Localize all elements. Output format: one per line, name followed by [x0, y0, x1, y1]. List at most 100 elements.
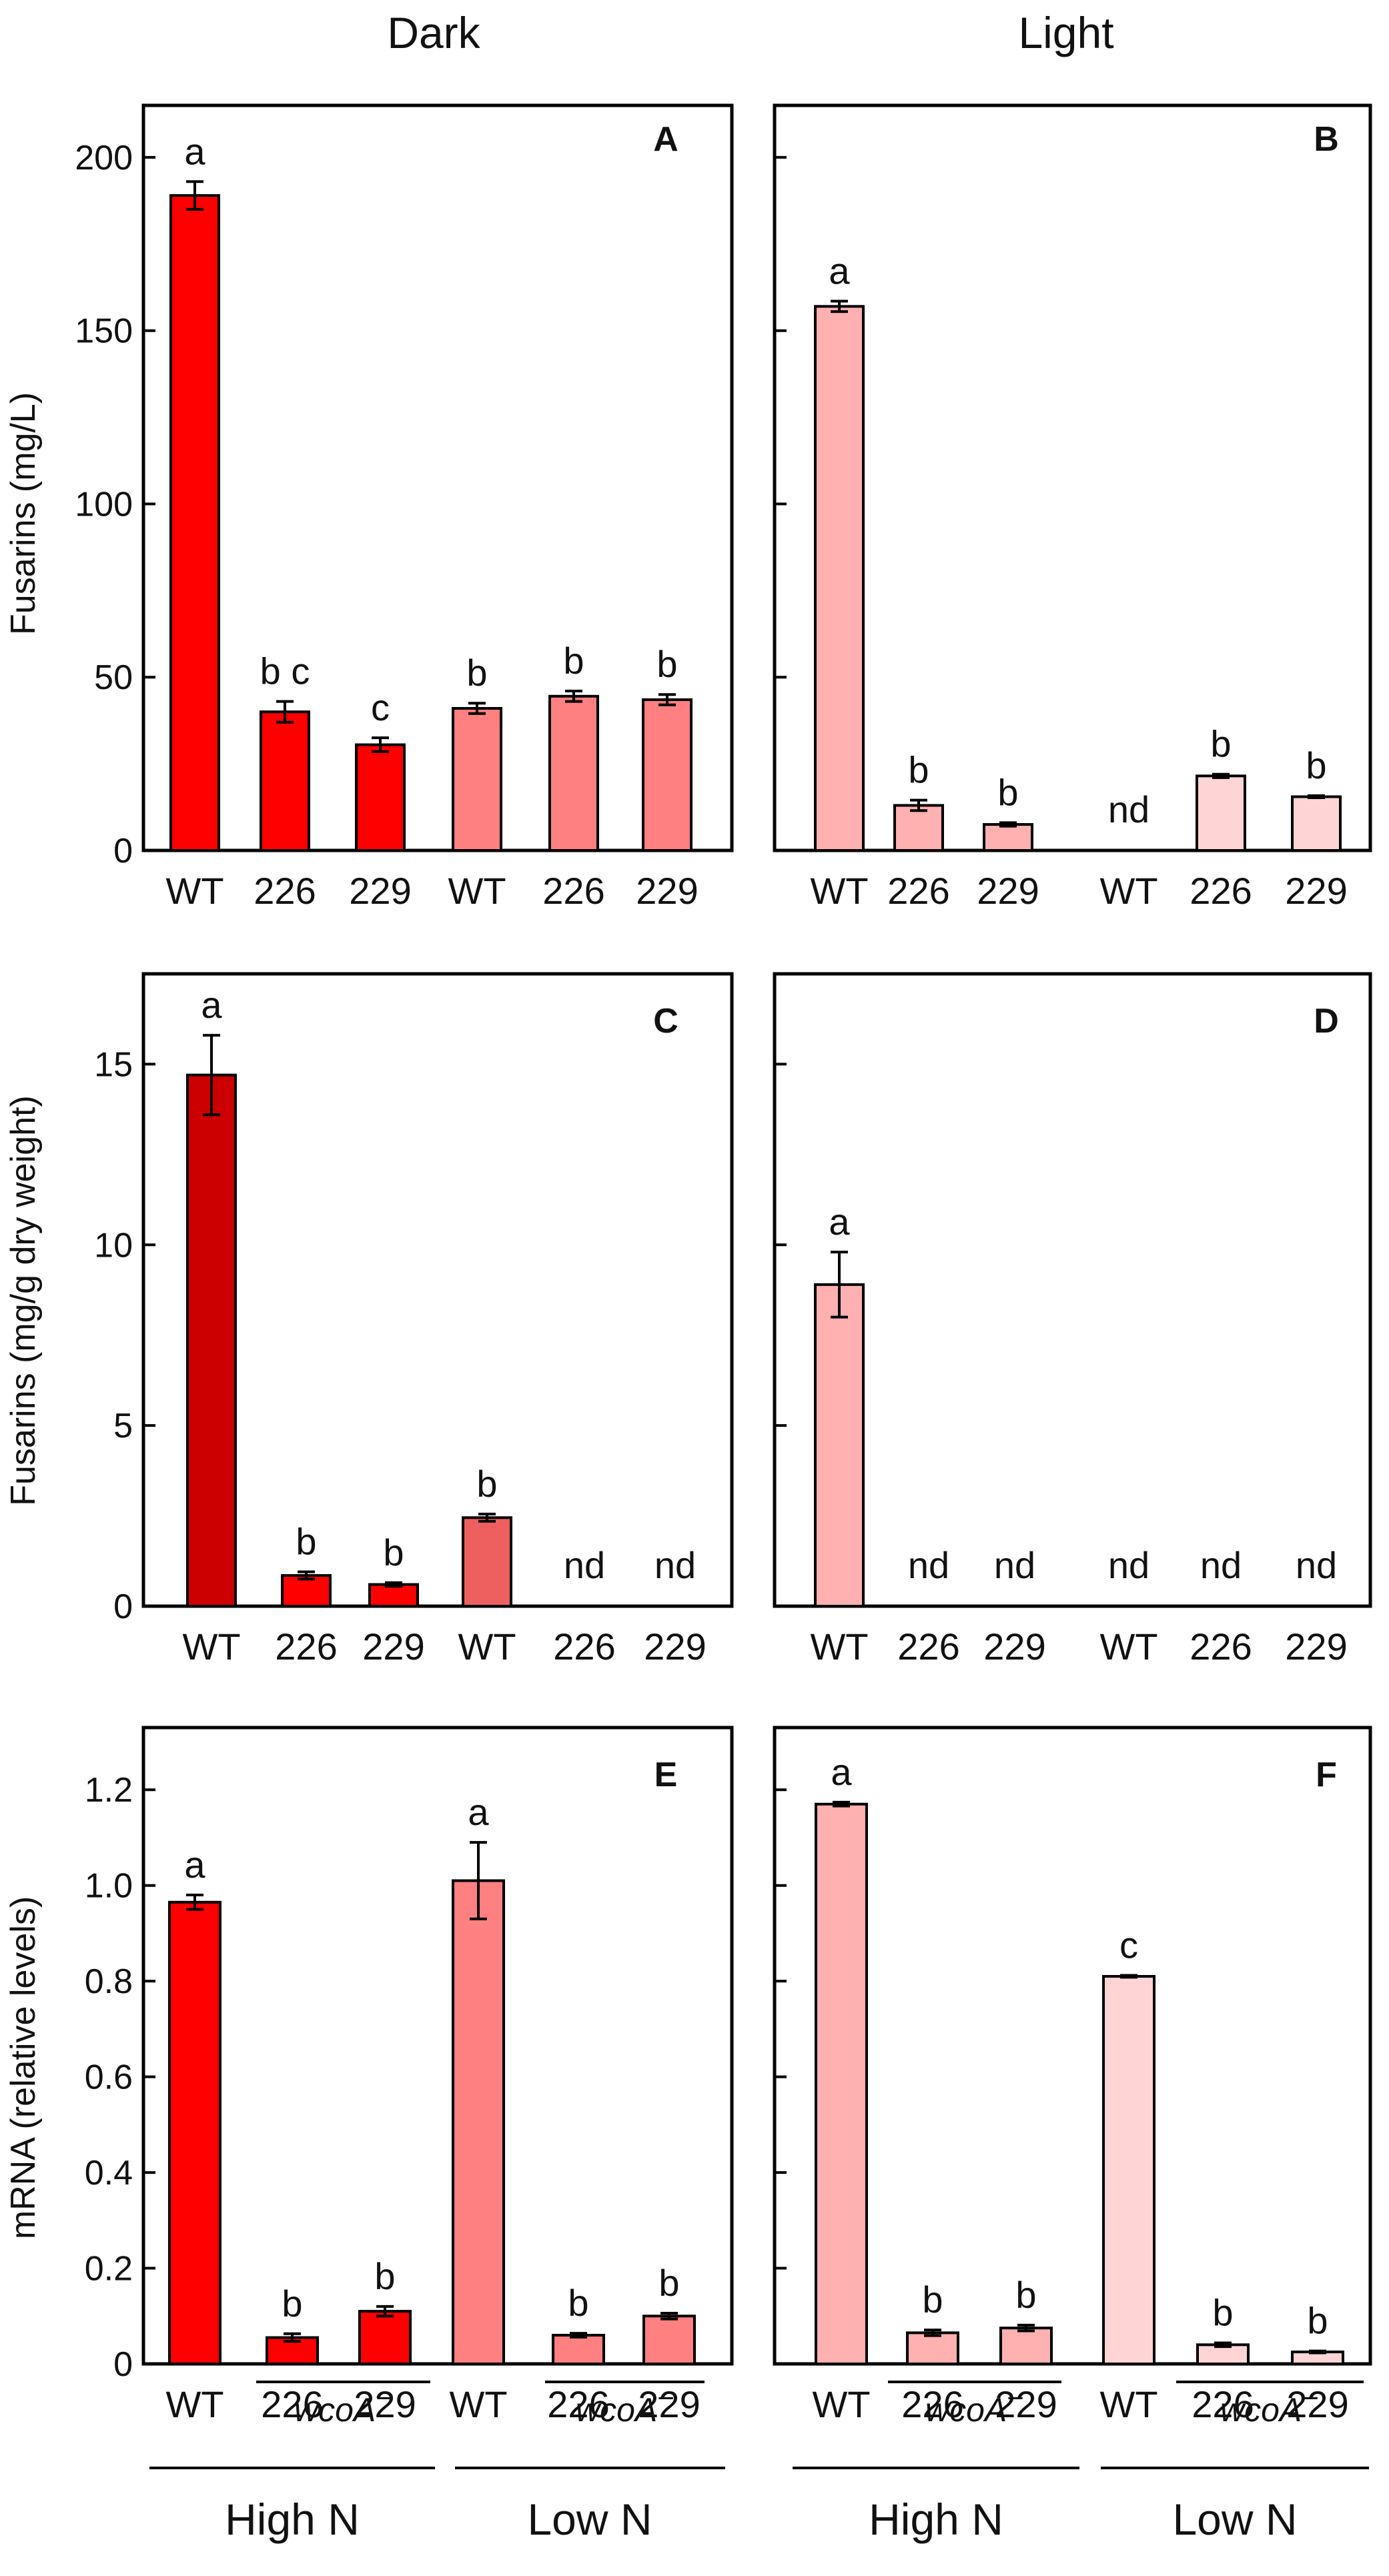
- y-tick-label-e: 0.8: [85, 1962, 133, 2001]
- sig-label-c-3: b: [383, 1531, 404, 1573]
- wcoa-label-light-low: wcoA−: [1220, 2382, 1319, 2429]
- panel-b: Ba WT b 226 b 229 nd WT b 226 b 229: [773, 103, 1372, 912]
- wcoa-label-dark-high: wcoA−: [294, 2382, 393, 2429]
- sig-label-f-3: b: [1015, 2274, 1036, 2316]
- category-label-a-1: WT: [165, 870, 223, 912]
- category-label-a-6: 229: [636, 870, 698, 912]
- sig-label-d-5: nd: [1200, 1544, 1242, 1586]
- group-label-light-low: Low N: [1172, 2495, 1297, 2544]
- category-label-b-2: 226: [887, 870, 949, 912]
- category-label-a-2: 226: [254, 870, 316, 912]
- category-label-f-2: 226: [901, 2383, 963, 2425]
- y-tick-label-a: 0: [113, 832, 133, 870]
- y-tick-label-c: 5: [113, 1407, 133, 1445]
- sig-label-d-2: nd: [908, 1544, 949, 1586]
- bar-f-3: [999, 2327, 1053, 2366]
- category-label-b-3: 229: [977, 870, 1039, 912]
- bar-a-5: [548, 694, 599, 852]
- panel-label-f: F: [1316, 1756, 1337, 1794]
- category-label-c-3: 229: [362, 1626, 424, 1668]
- sig-label-f-5: b: [1212, 2291, 1233, 2333]
- sig-label-d-4: nd: [1108, 1544, 1149, 1586]
- category-label-c-2: 226: [275, 1626, 337, 1668]
- bar-b-1: [814, 305, 865, 852]
- bar-c-2: [281, 1573, 332, 1608]
- category-label-a-3: 229: [349, 870, 411, 912]
- bar-f-2: [906, 2331, 959, 2366]
- sig-label-f-1: a: [831, 1751, 852, 1793]
- sig-label-f-4: c: [1119, 1924, 1138, 1966]
- panel-label-d: D: [1314, 1002, 1339, 1041]
- category-label-d-3: 229: [983, 1626, 1045, 1668]
- sig-label-a-6: b: [656, 643, 677, 685]
- y-tick-label-c: 15: [94, 1045, 133, 1084]
- category-label-e-3: 229: [354, 2383, 416, 2425]
- sig-label-e-1: a: [184, 1844, 205, 1886]
- bar-f-1: [815, 1802, 868, 2365]
- category-label-e-5: 226: [547, 2383, 609, 2425]
- bar-e-6: [642, 2315, 696, 2366]
- sig-label-c-2: b: [296, 1521, 316, 1563]
- bar-d-1: [814, 1283, 865, 1607]
- y-tick-label-a: 100: [75, 485, 133, 524]
- plot-frame-c: [141, 972, 734, 1608]
- category-label-c-1: WT: [182, 1626, 240, 1668]
- sig-label-b-4: nd: [1108, 788, 1149, 830]
- column-title-light: Light: [1018, 8, 1113, 57]
- panel-e: E 0 0.2 0.4 0.6 0.8 1.0 1.2 a WT b 226 b 229 a WT b 226 b 2…: [85, 1726, 734, 2425]
- category-label-e-6: 229: [638, 2383, 700, 2425]
- category-label-d-5: 226: [1190, 1626, 1252, 1668]
- sig-label-b-2: b: [908, 749, 929, 791]
- y-tick-label-e: 1.0: [85, 1867, 133, 1906]
- category-label-a-4: WT: [448, 870, 506, 912]
- category-label-b-1: WT: [810, 870, 868, 912]
- category-label-e-4: WT: [449, 2383, 507, 2425]
- category-label-e-1: WT: [165, 2383, 223, 2425]
- bar-b-5: [1196, 774, 1246, 852]
- category-label-f-5: 226: [1192, 2383, 1254, 2425]
- sig-label-e-3: b: [374, 2255, 395, 2297]
- bar-c-1: [186, 1073, 237, 1608]
- sig-label-e-2: b: [282, 2283, 302, 2325]
- y-tick-label-e: 0.6: [85, 2058, 133, 2097]
- panel-c: C 0 5 10 15 a WT b 226 b 229 b WT nd 226 nd 229: [94, 972, 734, 1668]
- sig-label-e-6: b: [658, 2262, 679, 2304]
- plot-frame-b: [773, 103, 1372, 852]
- bar-a-1: [169, 194, 220, 852]
- y-tick-label-e: 0.4: [85, 2154, 133, 2192]
- y-tick-label-c: 10: [94, 1226, 133, 1265]
- group-label-light-high: High N: [869, 2495, 1003, 2544]
- y-axis-label-e: mRNA (relative levels): [4, 1896, 43, 2239]
- panel-f: Fa WT b 226 b 229 c WT b 226 b 229: [773, 1726, 1372, 2425]
- plot-frame-e: [141, 1726, 734, 2366]
- y-tick-label-e: 0: [113, 2345, 133, 2384]
- bar-e-1: [168, 1900, 221, 2365]
- sig-label-a-5: b: [563, 640, 584, 682]
- category-label-b-6: 229: [1285, 870, 1347, 912]
- category-label-d-4: WT: [1099, 1626, 1158, 1668]
- sig-label-b-6: b: [1306, 744, 1326, 786]
- sig-label-e-5: b: [568, 2282, 588, 2324]
- bar-a-2: [260, 710, 310, 852]
- column-title-dark: Dark: [387, 8, 480, 57]
- sig-label-c-5: nd: [564, 1544, 605, 1586]
- bar-b-3: [983, 823, 1033, 852]
- sig-label-e-4: a: [468, 1791, 489, 1833]
- y-tick-label-e: 1.2: [85, 1771, 133, 1810]
- sig-label-b-5: b: [1210, 723, 1231, 765]
- sig-label-c-4: b: [476, 1463, 497, 1505]
- y-tick-label-a: 200: [75, 139, 133, 177]
- bar-b-6: [1291, 795, 1342, 852]
- category-label-c-4: WT: [458, 1626, 516, 1668]
- panel-label-a: A: [653, 120, 678, 159]
- group-labels-dark: wcoA− wcoA− High N Low N: [149, 2381, 725, 2544]
- panel-label-e: E: [654, 1756, 678, 1794]
- category-label-d-2: 226: [897, 1626, 959, 1668]
- bar-e-5: [552, 2333, 605, 2365]
- category-label-e-2: 226: [261, 2383, 323, 2425]
- bar-e-4: [452, 1879, 505, 2366]
- y-tick-label-a: 50: [94, 658, 133, 697]
- bar-e-3: [358, 2310, 412, 2365]
- bar-b-2: [893, 804, 944, 852]
